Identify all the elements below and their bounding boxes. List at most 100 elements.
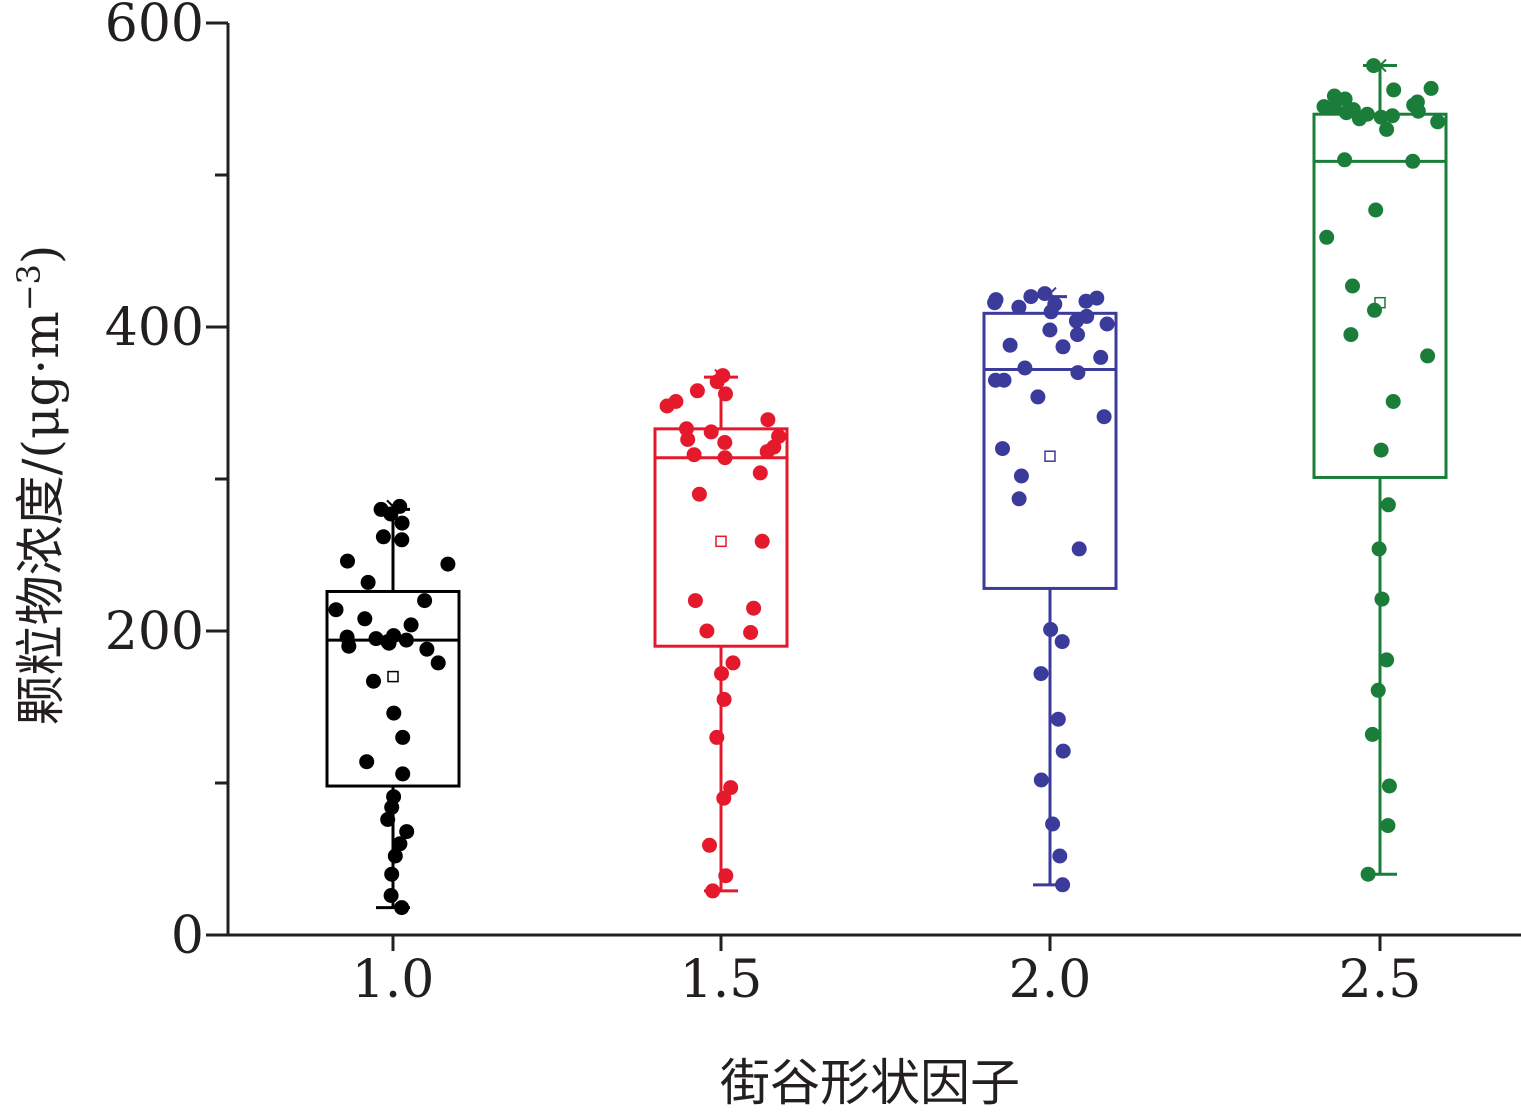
box-iqr [653, 427, 789, 648]
points-group-1-5 [659, 368, 787, 899]
data-point [375, 529, 391, 545]
data-point [419, 641, 435, 657]
data-point [387, 848, 403, 864]
data-point [699, 623, 715, 639]
x-tick-label: 2.0 [1009, 950, 1092, 1010]
data-point [1043, 304, 1059, 320]
data-point [440, 556, 456, 572]
data-point [1319, 229, 1335, 245]
data-point [752, 465, 768, 481]
x-tick-label: 2.5 [1339, 950, 1422, 1010]
data-point [1373, 109, 1389, 125]
labels-layer: 0 200 400 600 1.0 1.5 2.0 2.5 [105, 0, 1422, 1010]
data-point [417, 593, 433, 609]
data-point [1017, 360, 1033, 376]
data-point [705, 883, 721, 899]
data-point [725, 655, 741, 671]
data-point [702, 837, 717, 853]
data-point [1030, 389, 1046, 405]
data-point [709, 374, 725, 390]
data-point [1068, 313, 1084, 329]
data-point [1002, 337, 1018, 353]
data-point [1381, 778, 1397, 794]
mean-marker [1044, 450, 1056, 462]
data-point [717, 450, 733, 466]
data-point [1337, 152, 1353, 168]
data-point [1011, 299, 1027, 315]
data-point [1099, 316, 1115, 332]
data-point [718, 386, 733, 402]
y-axis-title-main: 颗粒物浓度/(μg·m [12, 311, 70, 725]
data-point [1338, 105, 1354, 121]
mean-marker [715, 535, 727, 548]
data-point [1379, 121, 1395, 137]
data-point [383, 506, 399, 522]
data-point [686, 447, 702, 463]
box-iqr [325, 589, 461, 788]
data-point [1360, 866, 1376, 882]
data-point [394, 515, 410, 531]
data-point [1374, 591, 1390, 607]
points-group-2-0 [987, 286, 1115, 893]
y-axis-title-superscript: −3 [10, 264, 48, 311]
data-point [1043, 622, 1059, 637]
data-point [384, 799, 400, 815]
data-point [718, 868, 734, 884]
data-point [395, 766, 411, 782]
points-group-1-0 [328, 498, 456, 916]
data-point [1055, 339, 1071, 355]
data-point [687, 593, 703, 609]
y-tick-label: 400 [105, 298, 204, 358]
data-point [394, 532, 410, 548]
x-tick-label: 1.5 [680, 950, 763, 1010]
data-point [1070, 365, 1086, 381]
data-point [1093, 349, 1109, 365]
data-point [1337, 91, 1353, 107]
data-point [1054, 634, 1070, 650]
y-axis-title: 颗粒物浓度/(μg·m−3) [10, 245, 70, 726]
data-point [395, 729, 411, 745]
points-group-2-5 [1316, 58, 1446, 882]
data-point [716, 691, 732, 707]
data-point [340, 553, 355, 569]
data-point [716, 790, 732, 806]
data-point [1037, 286, 1053, 302]
data-point [399, 824, 415, 840]
data-point [1033, 666, 1049, 682]
y-tick-label: 600 [105, 0, 204, 54]
y-axis-title-end: ) [12, 245, 70, 265]
data-point [1371, 541, 1387, 557]
data-point [746, 600, 762, 616]
data-point [995, 441, 1010, 457]
data-point [680, 432, 696, 447]
data-point [1380, 818, 1396, 834]
data-point [717, 435, 733, 450]
data-point [1345, 278, 1360, 294]
data-point [1364, 726, 1380, 742]
data-point [1420, 348, 1436, 364]
data-point [1423, 80, 1439, 96]
data-point [659, 398, 675, 414]
data-point [430, 655, 446, 671]
data-point [1410, 103, 1426, 119]
data-point [357, 611, 373, 627]
data-point [723, 780, 739, 796]
data-point [384, 866, 400, 882]
data-point [398, 632, 414, 648]
data-point [341, 638, 357, 654]
data-point [1033, 772, 1049, 788]
y-tick-label: 0 [171, 906, 204, 966]
x-tick-label: 1.0 [352, 950, 435, 1010]
data-point [394, 900, 410, 916]
data-point [1050, 711, 1066, 727]
data-point [759, 444, 775, 460]
data-point [1367, 302, 1382, 318]
data-point [1078, 293, 1094, 309]
data-point [1373, 442, 1389, 458]
data-point [1366, 58, 1382, 74]
data-point [383, 888, 399, 903]
data-point [1055, 877, 1071, 893]
data-point [360, 574, 376, 590]
data-point [381, 635, 397, 651]
